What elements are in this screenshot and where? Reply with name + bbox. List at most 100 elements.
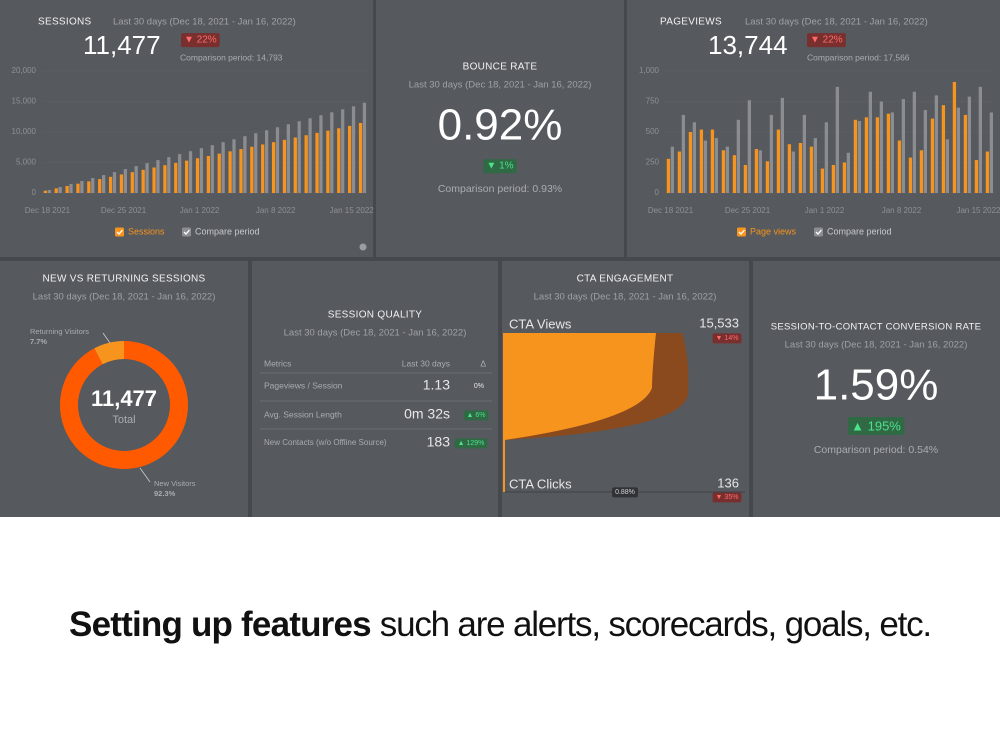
bar — [688, 132, 693, 193]
x-tick-label: Dec 25 2021 — [725, 206, 771, 215]
bar — [725, 146, 730, 193]
bar — [134, 166, 138, 193]
metric-name: Pageviews / Session — [264, 380, 343, 390]
bar — [308, 118, 312, 193]
badge-bg — [848, 416, 905, 435]
column-header: Metrics — [264, 358, 291, 368]
metric-value: 0m 32s — [404, 406, 450, 422]
change-badge: ▼ 1% — [486, 161, 513, 172]
bar — [820, 168, 825, 193]
slice-value: 7.7% — [30, 337, 47, 346]
bar — [677, 151, 682, 193]
bar — [908, 157, 913, 193]
date-range[interactable]: Last 30 days (Dec 18, 2021 - Jan 16, 202… — [409, 80, 592, 91]
x-tick-label: Jan 1 2022 — [180, 206, 220, 215]
y-tick-label: 10,000 — [12, 127, 37, 136]
leader — [102, 332, 111, 344]
bar — [978, 86, 983, 193]
bar — [941, 105, 946, 193]
bar — [210, 145, 214, 193]
bar — [732, 155, 737, 193]
y-tick-label: 1,000 — [639, 66, 660, 75]
bar — [670, 146, 675, 193]
bar — [98, 179, 102, 193]
bar — [178, 154, 182, 193]
bar — [824, 122, 829, 193]
widget-title: SESSION-TO-CONTACT CONVERSION RATE — [771, 322, 982, 333]
bar — [58, 187, 62, 193]
date-range[interactable]: Last 30 days (Dec 18, 2021 - Jan 16, 202… — [113, 17, 296, 28]
bar — [174, 162, 178, 193]
bar — [80, 181, 84, 193]
widget-title: BOUNCE RATE — [463, 62, 538, 73]
info-icon[interactable] — [359, 243, 367, 251]
badge-bg — [712, 333, 742, 344]
change-badge: ▲ 195% — [851, 418, 901, 433]
date-range[interactable]: Last 30 days (Dec 18, 2021 - Jan 16, 202… — [284, 328, 467, 339]
bar — [264, 130, 269, 193]
date-range[interactable]: Last 30 days (Dec 18, 2021 - Jan 16, 202… — [785, 340, 968, 351]
kpi-value: 11,477 — [83, 30, 161, 60]
slice-value: 92.3% — [154, 489, 176, 498]
comparison: Comparison period: 0.93% — [438, 183, 562, 195]
y-tick-label: 15,000 — [12, 97, 37, 106]
bar — [842, 162, 847, 193]
panel — [753, 261, 1000, 517]
metric-change: ▲ 6% — [467, 412, 486, 419]
bar — [747, 100, 752, 193]
caption: Setting up features such are alerts, sco… — [0, 605, 1000, 645]
comparison: Comparison period: 0.54% — [814, 444, 938, 456]
bar — [813, 138, 818, 193]
bar — [868, 91, 873, 193]
y-tick-label: 0 — [655, 188, 660, 197]
bar — [271, 142, 276, 193]
badge-bg — [807, 33, 846, 48]
x-tick-label: Jan 15 2022 — [956, 206, 1000, 215]
bar — [956, 107, 961, 193]
bar — [787, 144, 792, 193]
badge-bg — [612, 487, 638, 498]
x-tick-label: Jan 15 2022 — [330, 206, 375, 215]
y-tick-label: 500 — [646, 127, 660, 136]
bar — [692, 122, 697, 193]
comparison: Comparison period: 14,793 — [180, 52, 283, 62]
step-value: 136 — [717, 475, 739, 490]
bar — [297, 121, 301, 193]
caption-text: such are alerts, scorecards, goals, etc. — [379, 605, 932, 644]
bar — [163, 165, 167, 193]
bar — [945, 139, 950, 193]
step-value: 15,533 — [699, 315, 739, 330]
metric-value: 1.13 — [423, 377, 450, 393]
bar — [802, 114, 807, 193]
bar — [714, 138, 719, 193]
bar — [358, 122, 363, 193]
bar — [130, 172, 134, 193]
legend-check — [815, 229, 822, 235]
bar — [791, 151, 796, 193]
bar — [206, 155, 210, 193]
bar — [710, 129, 715, 193]
bar — [47, 190, 51, 193]
bar — [901, 99, 906, 193]
step-label: CTA Clicks — [509, 476, 572, 491]
bar — [69, 184, 73, 193]
change-badge: ▼ 22% — [810, 35, 843, 46]
bar — [261, 144, 265, 193]
kpi-value: 13,744 — [708, 30, 788, 60]
bar — [156, 160, 160, 193]
bar — [326, 130, 330, 193]
bar — [919, 150, 924, 193]
date-range[interactable]: Last 30 days (Dec 18, 2021 - Jan 16, 202… — [33, 292, 216, 303]
date-range[interactable]: Last 30 days (Dec 18, 2021 - Jan 16, 202… — [534, 292, 717, 303]
kpi-value: 0.92% — [438, 101, 563, 150]
bar — [780, 97, 785, 193]
bar — [101, 175, 106, 193]
bar — [185, 160, 189, 193]
date-range[interactable]: Last 30 days (Dec 18, 2021 - Jan 16, 202… — [745, 17, 928, 28]
bar — [798, 142, 803, 193]
badge-bg — [483, 159, 517, 174]
bar — [123, 169, 127, 193]
bar — [188, 151, 193, 193]
